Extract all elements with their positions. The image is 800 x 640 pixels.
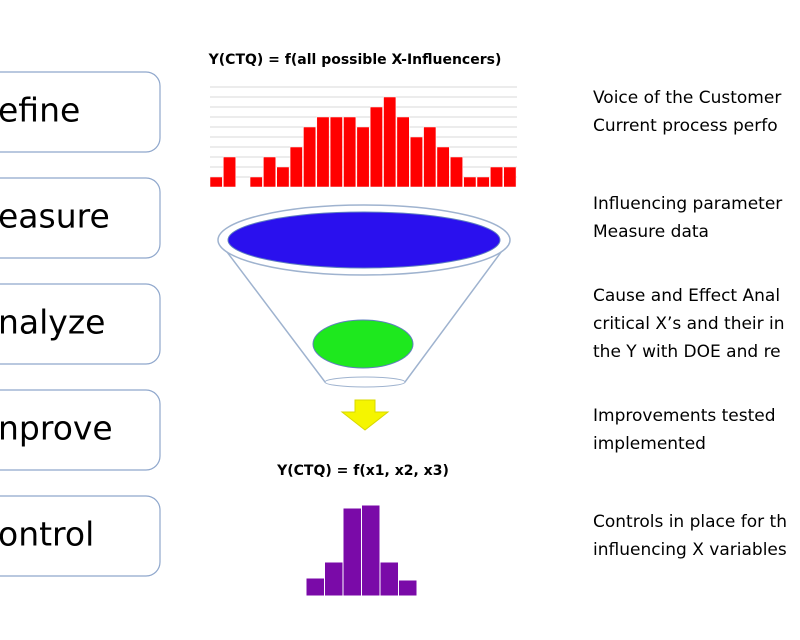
step-description: critical X’s and their in — [593, 314, 785, 334]
step-description: Current process perfo — [593, 116, 778, 136]
histogram-bar — [329, 116, 343, 188]
histogram-bar — [305, 577, 325, 597]
histogram-bar — [342, 507, 362, 597]
histogram-bar — [249, 176, 263, 188]
step-label: nprove — [0, 409, 113, 448]
step-description: Cause and Effect Anal — [593, 286, 780, 306]
arrow — [340, 399, 390, 431]
histogram-bar — [303, 126, 317, 188]
histogram-bar — [276, 166, 290, 188]
step-label: easure — [0, 197, 110, 236]
histogram-bar — [223, 156, 236, 188]
funnel-middle — [312, 319, 414, 369]
histogram-bar — [410, 136, 423, 188]
histogram-bar — [209, 176, 223, 188]
histogram-bar — [450, 156, 463, 188]
histogram-bar — [369, 106, 383, 188]
histogram-bar — [463, 176, 477, 188]
step-description: Measure data — [593, 222, 709, 242]
bottom-formula: Y(CTQ) = f(x1, x2, x3) — [276, 463, 449, 479]
histogram-bar — [343, 116, 357, 188]
histogram-bar — [383, 96, 397, 188]
step-box — [0, 495, 161, 577]
histogram-bar — [289, 146, 303, 188]
step-box — [0, 177, 161, 259]
step-description: Influencing parameter — [593, 194, 782, 214]
step-description: Improvements tested — [593, 406, 776, 426]
histogram-bar — [379, 561, 399, 597]
histogram-bar — [316, 116, 330, 188]
step-description: Controls in place for th — [593, 512, 787, 532]
histogram-bar — [490, 166, 503, 188]
histogram-bar — [503, 166, 517, 188]
step-box — [0, 71, 161, 153]
step-label: ontrol — [0, 515, 94, 554]
step-description: Voice of the Customer — [593, 88, 781, 108]
step-box — [0, 389, 161, 471]
step-box — [0, 283, 161, 365]
histogram-bar — [476, 176, 490, 188]
step-description: the Y with DOE and re — [593, 342, 781, 362]
step-description: influencing X variables — [593, 540, 787, 560]
histogram-bar — [396, 116, 410, 188]
histogram-bar — [423, 126, 437, 188]
funnel-bottom — [324, 376, 406, 388]
top-formula: Y(CTQ) = f(all possible X-Influencers) — [208, 52, 502, 68]
histogram-bar — [361, 504, 381, 597]
funnel-top — [227, 211, 501, 269]
histogram-bar — [356, 126, 370, 188]
histogram-bar — [263, 156, 276, 188]
histogram-bar — [436, 146, 450, 188]
histogram-bar — [324, 561, 344, 597]
step-label: nalyze — [0, 303, 105, 342]
step-label: efine — [0, 91, 80, 130]
histogram-bar — [398, 579, 418, 597]
step-description: implemented — [593, 434, 706, 454]
